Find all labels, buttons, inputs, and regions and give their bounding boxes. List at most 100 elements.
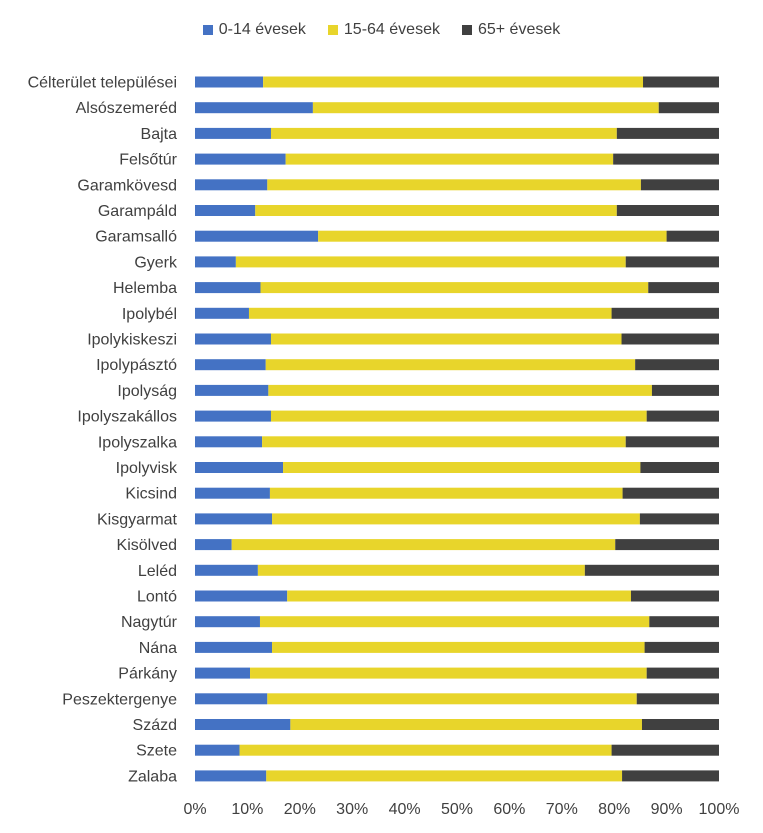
bar-lonto-series-0 — [195, 590, 288, 602]
category-label-ipolybel: Ipolybél — [122, 306, 177, 323]
bar-felsotur-series-0 — [195, 153, 286, 165]
bar-garampald-series-1 — [255, 205, 617, 216]
bar-peszektergenye-series-2 — [636, 693, 719, 705]
category-label-nagytur: Nagytúr — [121, 614, 178, 631]
legend-item-15-64: 15-64 évesek — [327, 19, 440, 41]
category-label-ipolysag: Ipolyság — [117, 383, 177, 400]
bar-peszektergenye-series-0 — [195, 693, 268, 705]
bar-ipolykiskeszi-series-0 — [195, 333, 271, 345]
legend-label-65plus: 65+ évesek — [477, 21, 561, 38]
bar-kisolved-series-1 — [231, 539, 616, 551]
bar-celterulet-telepulesei-series-2 — [643, 76, 719, 88]
category-label-ipolyvisk: Ipolyvisk — [116, 460, 178, 477]
bar-garampald-series-0 — [195, 205, 256, 216]
bar-kicsind-series-1 — [269, 487, 623, 499]
bar-szete-series-0 — [195, 744, 240, 756]
category-label-kisolved: Kisölved — [117, 537, 177, 554]
bar-bajta-series-1 — [270, 127, 617, 139]
category-label-kicsind: Kicsind — [125, 486, 177, 503]
bar-helemba-series-1 — [260, 282, 649, 294]
bar-felsotur-series-1 — [285, 153, 614, 165]
x-tick-label-6: 60% — [493, 801, 525, 818]
bar-ipolyszakallos-series-2 — [646, 410, 719, 422]
bar-leled-series-0 — [195, 564, 258, 576]
bar-zalaba-series-2 — [622, 770, 719, 782]
bar-ipolysag-series-0 — [195, 384, 269, 396]
bar-kisolved-series-2 — [615, 539, 719, 551]
bar-szete-series-1 — [239, 744, 612, 756]
category-label-felsotur: Felsőtúr — [119, 152, 177, 169]
bar-zalaba-series-0 — [195, 770, 267, 782]
bar-leled-series-1 — [257, 564, 585, 576]
legend-item-65plus: 65+ évesek — [461, 19, 561, 41]
bar-ipolykiskeszi-series-1 — [270, 333, 622, 345]
category-label-alsoszemered: Alsószemeréd — [76, 100, 177, 117]
bar-szete-series-2 — [611, 744, 719, 756]
bar-ipolypaszto-series-1 — [265, 359, 636, 371]
bar-ipolypaszto-series-2 — [635, 359, 719, 371]
x-tick-label-5: 50% — [441, 801, 473, 818]
bar-ipolyszakallos-series-1 — [270, 410, 647, 422]
bar-ipolyvisk-series-0 — [195, 462, 284, 473]
bar-ipolypaszto-series-0 — [195, 359, 266, 371]
category-label-garamkovesd: Garamkövesd — [77, 177, 177, 194]
bar-garampald-series-2 — [616, 205, 719, 216]
category-label-nana: Nána — [139, 640, 177, 657]
bar-bajta-series-2 — [616, 127, 719, 139]
legend-item-0-14: 0-14 évesek — [202, 19, 306, 41]
category-label-leled: Leléd — [138, 563, 177, 580]
x-tick-label-10: 100% — [699, 801, 740, 818]
bar-garamsallo-series-1 — [318, 230, 667, 242]
legend-label-15-64: 15-64 évesek — [343, 21, 440, 38]
bar-kicsind-series-2 — [622, 487, 719, 499]
bar-parkany-series-0 — [195, 667, 251, 679]
bar-nagytur-series-0 — [195, 616, 260, 628]
category-label-helemba: Helemba — [113, 280, 177, 297]
bar-bajta-series-0 — [195, 127, 271, 139]
bar-gyerk-series-1 — [235, 256, 626, 268]
category-label-peszektergenye: Peszektergenye — [62, 691, 177, 708]
bar-nana-series-2 — [644, 641, 719, 653]
bar-ipolyvisk-series-1 — [283, 462, 641, 473]
bar-lonto-series-1 — [287, 590, 631, 602]
bar-szazd-series-0 — [195, 719, 291, 730]
bar-kicsind-series-0 — [195, 487, 270, 499]
bar-gyerk-series-2 — [625, 256, 719, 268]
bar-zalaba-series-1 — [266, 770, 623, 782]
category-label-lonto: Lontó — [137, 589, 177, 606]
bar-garamkovesd-series-1 — [267, 179, 641, 191]
x-tick-label-0: 0% — [183, 801, 206, 818]
bar-nana-series-0 — [195, 641, 273, 653]
legend-swatch-15-64 — [327, 25, 338, 35]
x-tick-label-2: 20% — [284, 801, 316, 818]
category-label-ipolykiskeszi: Ipolykiskeszi — [87, 332, 177, 349]
bar-peszektergenye-series-1 — [267, 693, 637, 705]
bar-ipolyszalka-series-1 — [262, 436, 626, 448]
bar-celterulet-telepulesei-series-0 — [195, 76, 264, 88]
bar-garamsallo-series-0 — [195, 230, 319, 242]
x-tick-label-3: 30% — [336, 801, 368, 818]
x-tick-label-7: 70% — [546, 801, 578, 818]
bar-szazd-series-1 — [290, 719, 642, 730]
bar-ipolyszalka-series-2 — [625, 436, 719, 448]
category-label-gyerk: Gyerk — [134, 254, 178, 271]
category-label-szete: Szete — [136, 743, 177, 760]
category-label-ipolypaszto: Ipolypásztó — [96, 357, 177, 374]
bar-nagytur-series-2 — [649, 616, 719, 628]
category-label-zalaba: Zalaba — [128, 768, 177, 785]
bar-lonto-series-2 — [630, 590, 719, 602]
x-tick-label-1: 10% — [231, 801, 263, 818]
bar-nana-series-1 — [272, 641, 645, 653]
bar-ipolybel-series-1 — [248, 307, 612, 319]
bar-nagytur-series-1 — [259, 616, 650, 628]
bar-leled-series-2 — [584, 564, 719, 576]
bar-kisgyarmat-series-2 — [639, 513, 719, 525]
legend-swatch-65plus — [461, 25, 472, 35]
category-label-kisgyarmat: Kisgyarmat — [97, 511, 178, 528]
bar-ipolyszakallos-series-0 — [195, 410, 271, 422]
bar-parkany-series-2 — [646, 667, 719, 679]
bar-ipolybel-series-0 — [195, 307, 249, 319]
bar-garamkovesd-series-0 — [195, 179, 268, 191]
bar-helemba-series-2 — [648, 282, 719, 294]
